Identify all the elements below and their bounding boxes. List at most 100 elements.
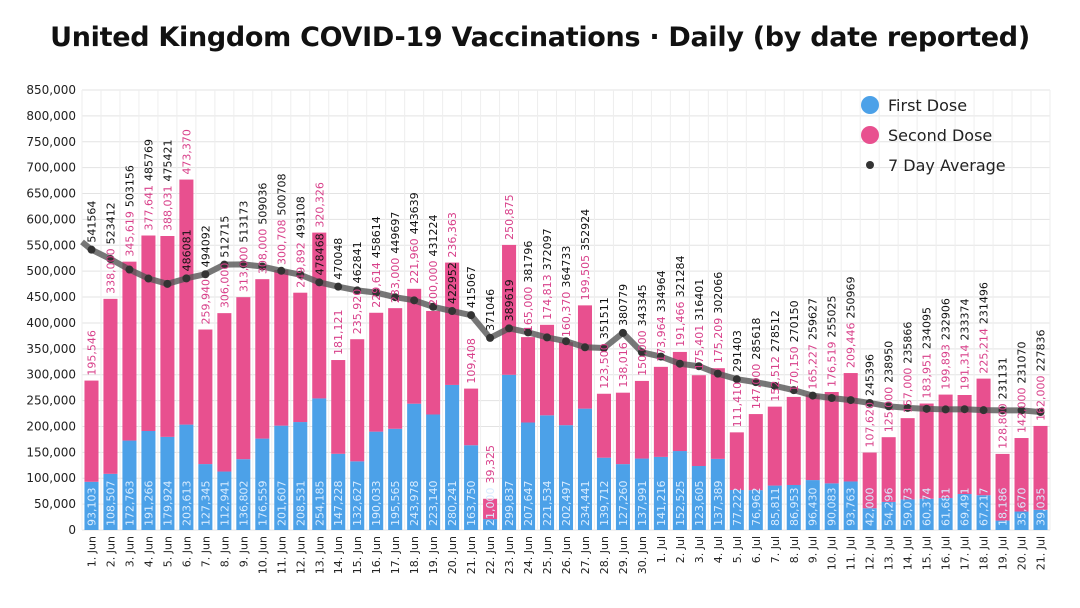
bar-second-dose[interactable] — [141, 235, 156, 431]
average-point[interactable] — [580, 343, 589, 352]
average-point[interactable] — [694, 362, 703, 371]
average-point[interactable] — [1017, 406, 1026, 415]
average-point[interactable] — [239, 260, 248, 269]
average-point[interactable] — [125, 265, 134, 274]
average-point[interactable] — [410, 296, 419, 305]
bar-second-dose[interactable] — [369, 312, 384, 432]
average-point[interactable] — [315, 278, 324, 287]
bar-first-dose[interactable] — [691, 466, 706, 530]
average-point[interactable] — [865, 398, 874, 407]
bar-second-dose[interactable] — [255, 279, 270, 439]
bar-first-dose[interactable] — [84, 481, 99, 530]
bar-first-dose[interactable] — [805, 480, 820, 530]
bar-first-dose[interactable] — [255, 438, 270, 530]
bar-first-dose[interactable] — [388, 428, 403, 530]
average-point[interactable] — [220, 260, 229, 269]
bar-first-dose[interactable] — [464, 445, 479, 530]
average-point[interactable] — [543, 333, 552, 342]
bar-second-dose[interactable] — [1014, 438, 1029, 512]
average-point[interactable] — [562, 337, 570, 346]
bar-first-dose[interactable] — [160, 436, 175, 530]
bar-second-dose[interactable] — [198, 329, 213, 465]
bar-second-dose[interactable] — [634, 380, 649, 459]
bar-first-dose[interactable] — [767, 485, 782, 530]
bar-first-dose[interactable] — [748, 490, 763, 530]
average-point[interactable] — [960, 405, 969, 414]
average-point[interactable] — [922, 404, 931, 413]
bar-second-dose[interactable] — [691, 375, 706, 467]
average-point[interactable] — [618, 328, 627, 337]
bar-second-dose[interactable] — [236, 297, 251, 460]
bar-first-dose[interactable] — [521, 422, 536, 530]
bar-first-dose[interactable] — [900, 499, 915, 530]
bar-second-dose[interactable] — [672, 351, 687, 452]
bar-second-dose[interactable] — [577, 305, 593, 409]
bar-first-dose[interactable] — [824, 483, 839, 530]
bar-first-dose[interactable] — [350, 461, 365, 530]
bar-second-dose[interactable] — [464, 388, 479, 446]
bar-second-dose[interactable] — [350, 339, 365, 462]
average-point[interactable] — [372, 288, 381, 297]
average-point[interactable] — [277, 266, 286, 275]
bar-first-dose[interactable] — [103, 473, 118, 530]
bar-second-dose[interactable] — [293, 292, 308, 423]
bar-second-dose[interactable] — [938, 394, 953, 499]
average-point[interactable] — [599, 344, 608, 353]
bar-second-dose[interactable] — [786, 396, 801, 485]
bar-second-dose[interactable] — [824, 391, 839, 484]
bar-first-dose[interactable] — [577, 408, 593, 530]
bar-first-dose[interactable] — [407, 403, 422, 530]
bar-second-dose[interactable] — [521, 337, 536, 423]
average-point[interactable] — [353, 286, 362, 295]
bar-first-dose[interactable] — [957, 494, 972, 530]
bar-second-dose[interactable] — [274, 269, 289, 426]
average-point[interactable] — [637, 348, 646, 357]
bar-second-dose[interactable] — [122, 261, 137, 441]
average-point[interactable] — [827, 393, 836, 402]
bar-second-dose[interactable] — [388, 308, 403, 429]
average-point[interactable] — [486, 333, 495, 342]
average-point[interactable] — [979, 406, 988, 415]
bar-second-dose[interactable] — [179, 179, 194, 425]
bar-first-dose[interactable] — [862, 508, 877, 530]
bar-second-dose[interactable] — [919, 403, 934, 499]
bar-first-dose[interactable] — [426, 414, 441, 530]
average-point[interactable] — [656, 352, 665, 361]
bar-second-dose[interactable] — [843, 373, 858, 482]
bar-first-dose[interactable] — [198, 464, 213, 530]
average-point[interactable] — [429, 302, 438, 311]
bar-first-dose[interactable] — [141, 430, 156, 530]
average-point[interactable] — [732, 375, 741, 384]
bar-first-dose[interactable] — [1033, 509, 1048, 530]
bar-first-dose[interactable] — [369, 431, 384, 530]
bar-first-dose[interactable] — [710, 458, 725, 530]
bar-first-dose[interactable] — [976, 495, 991, 530]
bar-second-dose[interactable] — [957, 394, 972, 495]
bar-first-dose[interactable] — [445, 384, 460, 530]
average-point[interactable] — [258, 262, 267, 271]
bar-second-dose[interactable] — [1033, 425, 1048, 510]
average-point[interactable] — [998, 406, 1007, 415]
bar-first-dose[interactable] — [653, 456, 668, 530]
average-point[interactable] — [884, 402, 893, 411]
bar-first-dose[interactable] — [615, 464, 630, 530]
bar-first-dose[interactable] — [995, 520, 1010, 530]
bar-first-dose[interactable] — [843, 481, 858, 530]
bar-first-dose[interactable] — [483, 519, 498, 530]
average-point[interactable] — [808, 391, 817, 400]
bar-first-dose[interactable] — [293, 422, 308, 530]
bar-first-dose[interactable] — [634, 458, 649, 530]
bar-second-dose[interactable] — [84, 380, 99, 482]
bar-second-dose[interactable] — [312, 232, 327, 399]
bar-first-dose[interactable] — [596, 457, 611, 530]
average-point[interactable] — [296, 270, 305, 279]
bar-second-dose[interactable] — [558, 342, 574, 426]
average-point[interactable] — [505, 324, 514, 333]
bar-first-dose[interactable] — [558, 425, 574, 530]
bar-first-dose[interactable] — [312, 398, 327, 530]
bar-second-dose[interactable] — [502, 244, 517, 375]
bar-first-dose[interactable] — [672, 451, 687, 530]
bar-second-dose[interactable] — [426, 310, 441, 415]
bar-first-dose[interactable] — [938, 498, 953, 530]
average-point[interactable] — [675, 359, 684, 368]
